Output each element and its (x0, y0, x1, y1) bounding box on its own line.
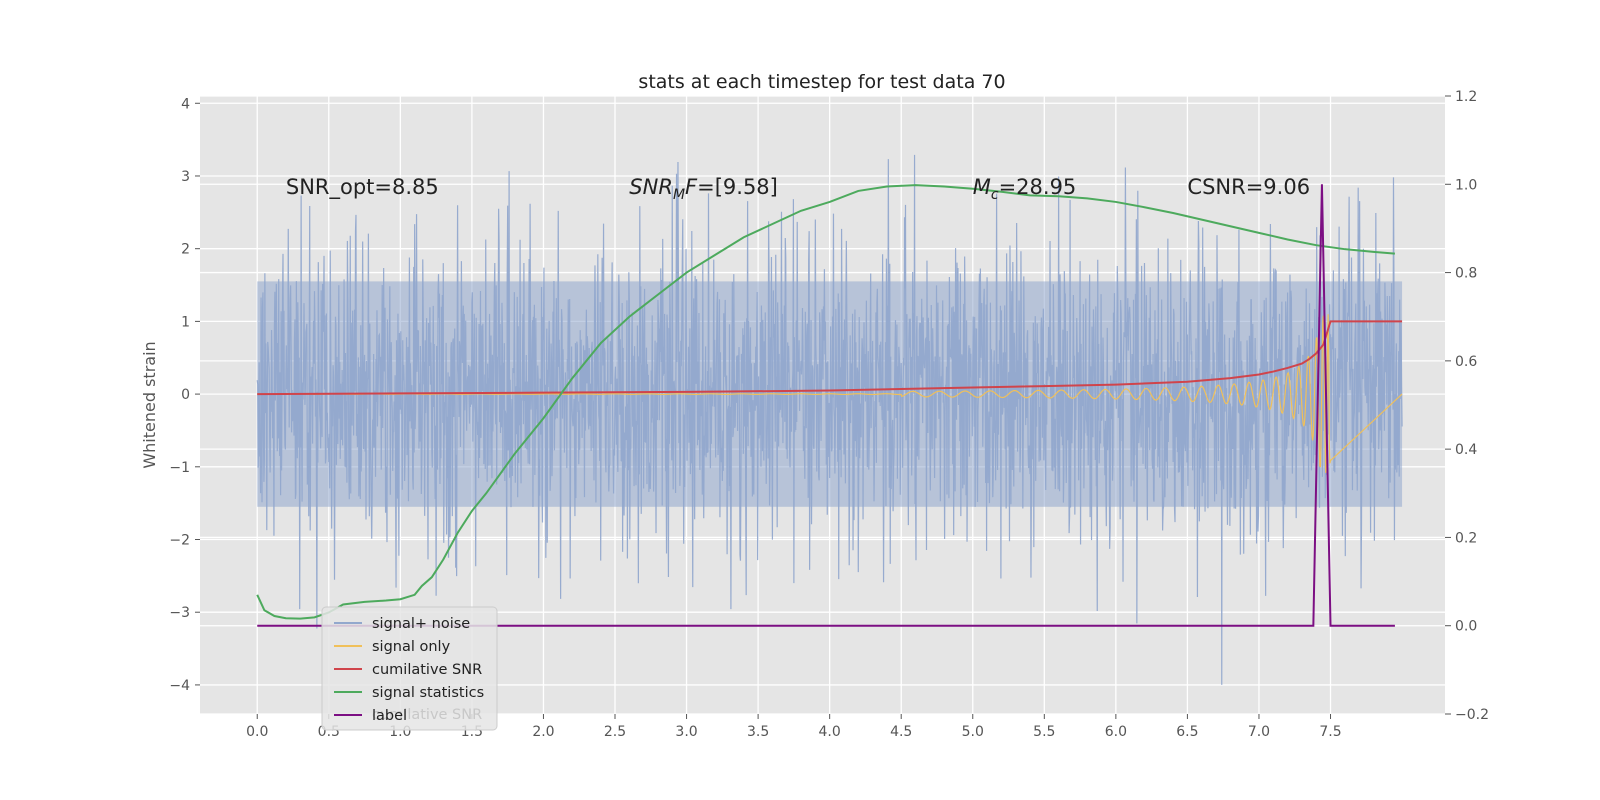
y2-tick-label: −0.2 (1455, 707, 1489, 723)
y-tick-label: 3 (181, 169, 190, 185)
y-tick-label: 0 (181, 387, 190, 403)
y-tick-label: −1 (169, 460, 190, 476)
y2-tick-label: 0.2 (1455, 530, 1477, 546)
y2-tick-label: 1.2 (1455, 89, 1477, 105)
x-tick-label: 3.5 (747, 724, 769, 740)
y-tick-label: −3 (169, 605, 190, 621)
annotation-0: SNR_opt=8.85 (286, 175, 439, 200)
series-layer (256, 154, 1403, 685)
y-tick-label: 4 (181, 96, 190, 112)
series-signal-statistics (256, 184, 1395, 620)
x-tick-label: 5.5 (1033, 724, 1055, 740)
annotation-2: Mc=28.95 (973, 175, 1077, 203)
y2-tick-label: 0.4 (1455, 442, 1477, 458)
x-tick-label: 7.0 (1248, 724, 1270, 740)
y-tick-label: 1 (181, 314, 190, 330)
chart-title: stats at each timestep for test data 70 (638, 71, 1005, 93)
y2-tick-label: 1.0 (1455, 177, 1477, 193)
y-tick-label: −4 (169, 678, 190, 694)
x-tick-label: 6.0 (1105, 724, 1127, 740)
x-tick-label: 4.0 (819, 724, 841, 740)
x-tick-label: 4.5 (890, 724, 912, 740)
x-tick-label: 2.5 (604, 724, 626, 740)
annotation-3: CSNR=9.06 (1187, 175, 1310, 199)
x-tick-label: 6.5 (1176, 724, 1198, 740)
legend-entry: signal statistics (372, 685, 484, 701)
legend-entry: label (372, 708, 407, 724)
legend-shadow-text: cumilative SNR (372, 707, 482, 723)
x-tick-label: 3.0 (675, 724, 697, 740)
legend-entry: signal+ noise (372, 616, 470, 632)
y-axis-label: Whitened strain (140, 341, 159, 468)
x-tick-label: 0.0 (246, 724, 268, 740)
ticks: 0.0 0.5 1.0 1.5 2.0 2.5 3.0 3.5 4.0 4.5 5.0 5.5 6.0 6… (169, 89, 1489, 740)
x-tick-label: 7.5 (1319, 724, 1341, 740)
y-tick-label: −2 (169, 533, 190, 549)
annotation-1: SNRMF=[9.58] (629, 175, 778, 203)
y2-tick-label: 0.8 (1455, 266, 1477, 282)
y-tick-label: 2 (181, 242, 190, 258)
y2-tick-label: 0.6 (1455, 354, 1477, 370)
y2-tick-label: 0.0 (1455, 619, 1477, 635)
series-label (257, 184, 1395, 627)
annotations: SNR_opt=8.85 SNRMF=[9.58] Mc=28.95 CSNR=9.0… (286, 175, 1310, 203)
x-tick-label: 2.0 (532, 724, 554, 740)
legend-entry: cumilative SNR (372, 662, 482, 678)
legend-box (321, 606, 498, 731)
x-tick-label: 5.0 (962, 724, 984, 740)
legend: cumilative SNR signal+ noise signal only cu… (321, 606, 498, 731)
legend-entry: signal only (372, 639, 451, 655)
